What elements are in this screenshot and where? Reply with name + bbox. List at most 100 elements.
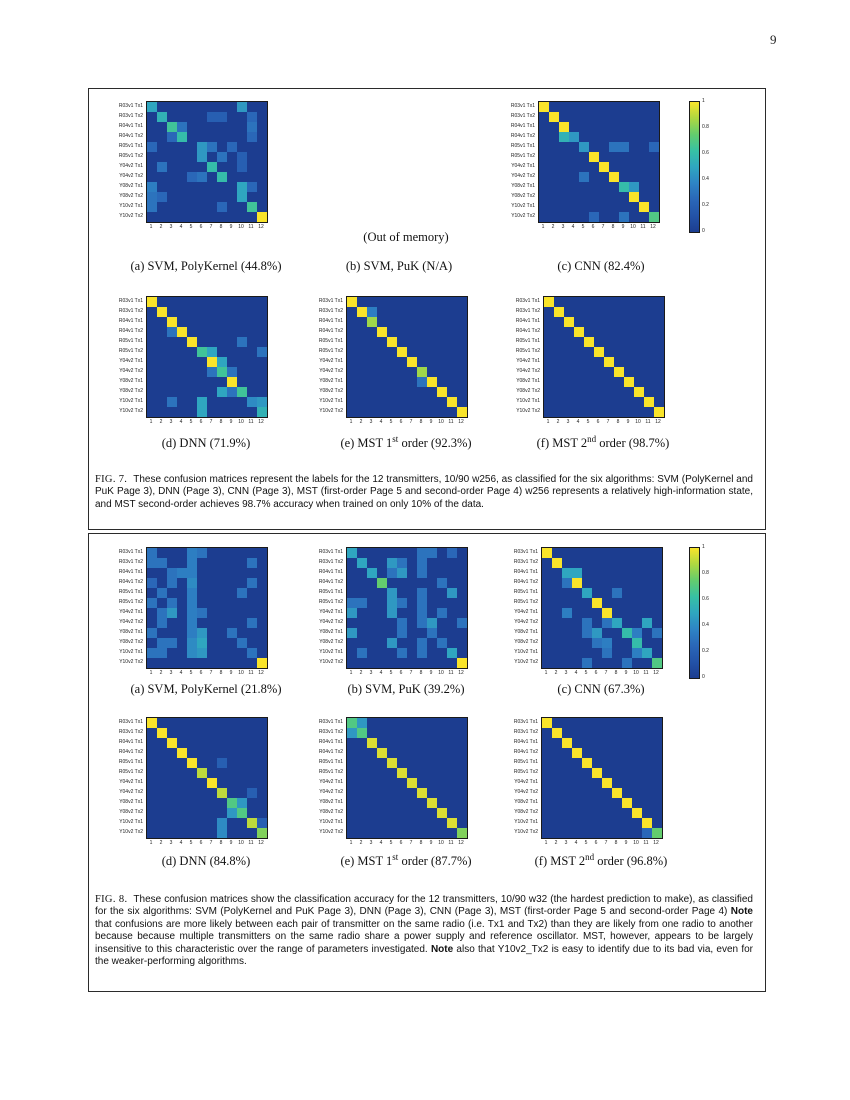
- matrix-col-label: 7: [409, 419, 413, 425]
- matrix-cell: [609, 202, 619, 212]
- matrix-cell: [347, 618, 357, 628]
- matrix-cell: [387, 367, 397, 377]
- matrix-cell: [549, 152, 559, 162]
- matrix-cell: [357, 598, 367, 608]
- matrix-cell: [217, 738, 227, 748]
- matrix-cell: [177, 558, 187, 568]
- matrix-cell: [257, 152, 267, 162]
- matrix-cell: [457, 808, 467, 818]
- matrix-cell: [624, 347, 634, 357]
- matrix-row-label: R05v1 Tx2: [118, 599, 143, 605]
- matrix-cell: [347, 658, 357, 668]
- matrix-cell: [387, 608, 397, 618]
- matrix-cell: [367, 638, 377, 648]
- matrix-cell: [147, 648, 157, 658]
- matrix-cell: [167, 407, 177, 417]
- matrix-cell: [387, 778, 397, 788]
- page-number: 9: [770, 32, 777, 47]
- matrix-cell: [427, 367, 437, 377]
- matrix-row-label: R04v1 Tx1: [515, 318, 540, 324]
- matrix-cell: [447, 628, 457, 638]
- matrix-cell: [397, 828, 407, 838]
- matrix-col-label: 11: [248, 224, 254, 230]
- matrix-cell: [177, 152, 187, 162]
- matrix-cell: [417, 588, 427, 598]
- matrix-cell: [457, 648, 467, 658]
- matrix-cell: [197, 122, 207, 132]
- matrix-cell: [387, 798, 397, 808]
- matrix-row-label: R04v1 Tx2: [513, 579, 538, 585]
- matrix-row-label: R05v1 Tx2: [118, 348, 143, 354]
- matrix-cell: [612, 748, 622, 758]
- matrix-cell: [397, 568, 407, 578]
- matrix-cell: [652, 578, 662, 588]
- matrix-cell: [572, 798, 582, 808]
- matrix-cell: [227, 758, 237, 768]
- matrix-cell: [257, 142, 267, 152]
- matrix-cell: [642, 758, 652, 768]
- matrix-cell: [247, 808, 257, 818]
- matrix-cell: [602, 758, 612, 768]
- matrix-cell: [624, 377, 634, 387]
- matrix-cell: [207, 788, 217, 798]
- matrix-row-label: R03v1 Tx1: [513, 549, 538, 555]
- matrix-cell: [629, 142, 639, 152]
- matrix-cell: [227, 122, 237, 132]
- matrix-cell: [554, 387, 564, 397]
- matrix-cell: [407, 768, 417, 778]
- matrix-cell: [357, 738, 367, 748]
- matrix-cell: [407, 718, 417, 728]
- matrix-cell: [167, 102, 177, 112]
- matrix-cell: [544, 357, 554, 367]
- matrix-cell: [619, 142, 629, 152]
- matrix-cell: [427, 307, 437, 317]
- matrix-cell: [207, 367, 217, 377]
- matrix-row-label: R03v1 Tx1: [318, 549, 343, 555]
- matrix-cell: [594, 337, 604, 347]
- matrix-cell: [457, 357, 467, 367]
- matrix-cell: [632, 588, 642, 598]
- matrix-cell: [544, 337, 554, 347]
- matrix-cell: [559, 172, 569, 182]
- matrix-cell: [652, 568, 662, 578]
- matrix-cell: [427, 327, 437, 337]
- matrix-cell: [167, 307, 177, 317]
- matrix-row-label: Y10v2 Tx1: [516, 398, 540, 404]
- matrix-cell: [257, 618, 267, 628]
- matrix-cell: [217, 638, 227, 648]
- matrix-cell: [602, 808, 612, 818]
- matrix-cell: [457, 558, 467, 568]
- matrix-cell: [147, 778, 157, 788]
- matrix-cell: [187, 347, 197, 357]
- matrix-row-label: Y08v2 Tx1: [516, 378, 540, 384]
- matrix-cell: [539, 122, 549, 132]
- matrix-cell: [217, 357, 227, 367]
- matrix-cell: [167, 297, 177, 307]
- matrix-cell: [599, 152, 609, 162]
- matrix-cell: [417, 548, 427, 558]
- matrix-col-label: 6: [399, 840, 403, 846]
- matrix-cell: [167, 648, 177, 658]
- matrix-cell: [377, 297, 387, 307]
- matrix-col-label: 10: [438, 670, 444, 676]
- matrix-row-label: R05v1 Tx1: [515, 338, 540, 344]
- matrix-col-label: 10: [238, 670, 244, 676]
- matrix-cell: [377, 788, 387, 798]
- matrix-cell: [649, 142, 659, 152]
- matrix-cell: [559, 162, 569, 172]
- matrix-cell: [589, 182, 599, 192]
- matrix-cell: [347, 638, 357, 648]
- matrix-cell: [177, 638, 187, 648]
- matrix-cell: [397, 808, 407, 818]
- matrix-cell: [634, 307, 644, 317]
- matrix-row-label: Y08v2 Tx2: [514, 809, 538, 815]
- matrix-cell: [584, 307, 594, 317]
- matrix-cell: [187, 548, 197, 558]
- matrix-cell: [417, 407, 427, 417]
- matrix-cell: [612, 648, 622, 658]
- matrix-cell: [207, 172, 217, 182]
- matrix-cell: [447, 598, 457, 608]
- matrix-col-label: 7: [409, 840, 413, 846]
- matrix-cell: [417, 788, 427, 798]
- matrix-row-label: R05v1 Tx1: [510, 143, 535, 149]
